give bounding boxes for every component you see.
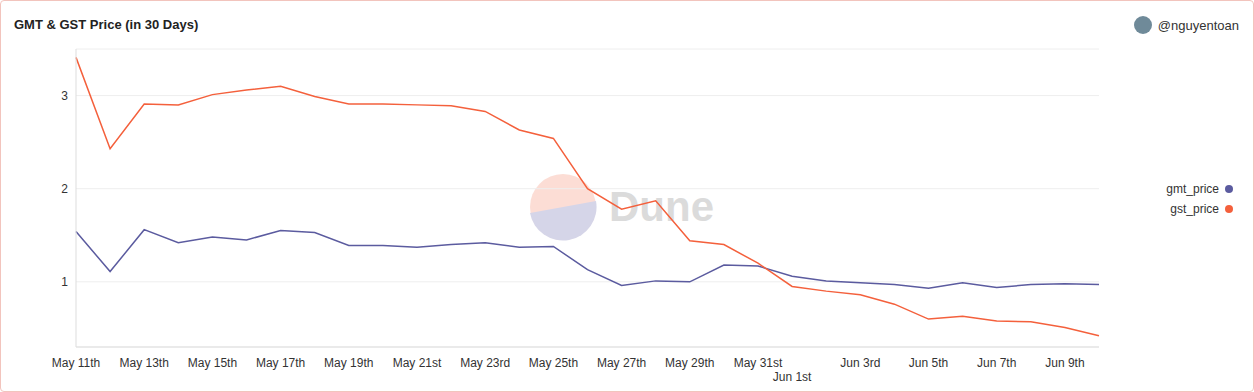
- html-text:@nguyentoan: @nguyentoan: [1157, 17, 1239, 33]
- svg-text:May 15th: May 15th: [188, 356, 237, 370]
- svg-text:May 21st: May 21st: [393, 356, 442, 370]
- svg-text:May 25th: May 25th: [529, 356, 578, 370]
- svg-text:Jun 1st: Jun 1st: [773, 370, 812, 384]
- html-text:Dune: Dune: [609, 183, 714, 230]
- svg-text:Jun 5th: Jun 5th: [909, 356, 948, 370]
- svg-text:Jun 9th: Jun 9th: [1045, 356, 1084, 370]
- svg-text:3: 3: [61, 89, 68, 103]
- svg-text:May 19th: May 19th: [324, 356, 373, 370]
- svg-text:May 29th: May 29th: [665, 356, 714, 370]
- svg-text:May 17th: May 17th: [256, 356, 305, 370]
- html-text:gmt_price: gmt_price: [1166, 182, 1219, 196]
- html-text:gst_price: gst_price: [1170, 202, 1219, 216]
- svg-text:May 13th: May 13th: [120, 356, 169, 370]
- svg-text:May 31st: May 31st: [734, 356, 783, 370]
- html-text:GMT & GST Price (in 30 Days): GMT & GST Price (in 30 Days): [14, 17, 199, 32]
- svg-text:Jun 7th: Jun 7th: [977, 356, 1016, 370]
- svg-text:2: 2: [61, 182, 68, 196]
- svg-text:May 27th: May 27th: [597, 356, 646, 370]
- svg-text:1: 1: [61, 275, 68, 289]
- svg-text:Jun 3rd: Jun 3rd: [840, 356, 880, 370]
- svg-text:May 11th: May 11th: [52, 356, 100, 370]
- svg-text:May 23rd: May 23rd: [460, 356, 510, 370]
